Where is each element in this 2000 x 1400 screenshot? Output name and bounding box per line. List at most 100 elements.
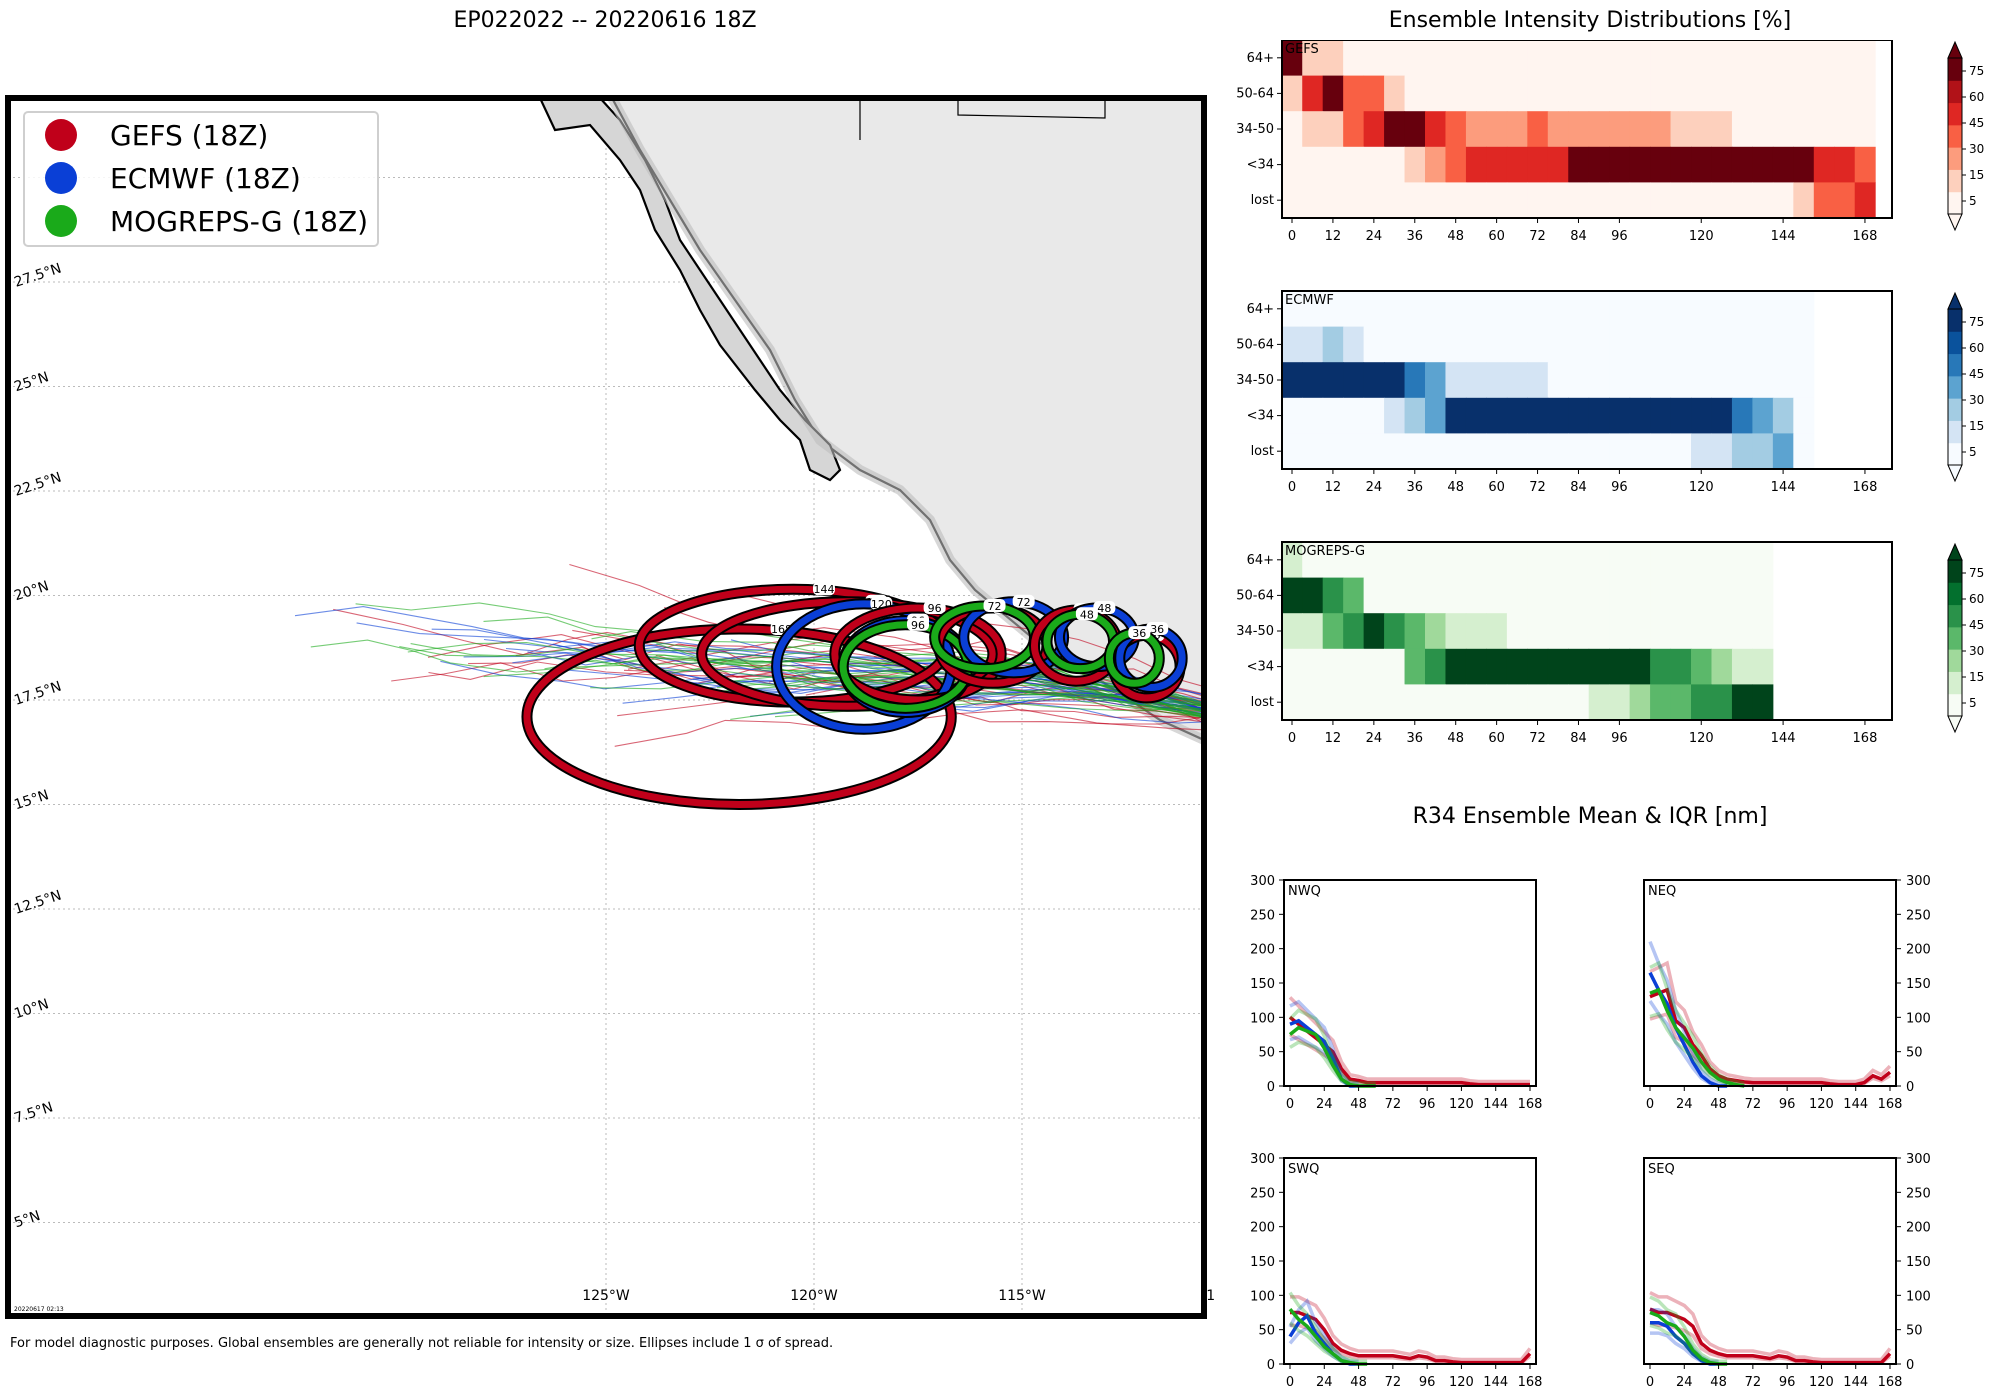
heat-row-label: 34-50 — [1236, 373, 1274, 388]
colorbar-frame — [1947, 559, 1963, 717]
colorbar-cap-bottom — [1947, 464, 1963, 483]
heat-cell — [1772, 397, 1794, 434]
heat-row-label: 34-50 — [1236, 624, 1274, 639]
heat-cell — [1506, 326, 1528, 363]
heat-cell — [1609, 146, 1631, 183]
r34-ytick-label: 0 — [1267, 1080, 1275, 1095]
heat-cell — [1793, 397, 1815, 434]
heat-cell — [1506, 684, 1528, 721]
intensity-title: Ensemble Intensity Distributions [%] — [1388, 8, 1792, 33]
heat-cell — [1588, 362, 1610, 399]
lat-label: 5°N — [12, 1208, 42, 1231]
heat-cell — [1445, 111, 1467, 148]
ensemble-track — [901, 695, 1204, 724]
heat-row-label: <34 — [1247, 660, 1274, 675]
ellipse-outline — [1211, 669, 1215, 715]
heat-cell — [1527, 75, 1549, 112]
lon-label: 110°W — [1206, 1288, 1215, 1304]
heat-cell — [1650, 542, 1672, 579]
heat-cell — [1506, 362, 1528, 399]
r34-panel-label: SWQ — [1288, 1162, 1319, 1177]
heat-cell — [1629, 542, 1651, 579]
heat-cell — [1834, 146, 1856, 183]
heat-cell — [1609, 75, 1631, 112]
track-map: 1681441201209696967272724848483636362424… — [5, 95, 1215, 1319]
heat-cell — [1302, 433, 1324, 470]
heat-cell — [1731, 542, 1753, 579]
heat-cell — [1384, 326, 1406, 363]
heat-cell — [1281, 684, 1303, 721]
heat-xtick-label: 12 — [1325, 480, 1342, 495]
heat-cell — [1711, 182, 1733, 219]
heat-cell — [1609, 433, 1631, 470]
heat-cell — [1404, 75, 1426, 112]
heat-cell — [1363, 577, 1385, 614]
heat-cell — [1670, 362, 1692, 399]
heat-cell — [1711, 433, 1733, 470]
heat-cell — [1302, 75, 1324, 112]
heat-cell — [1629, 613, 1651, 650]
heat-cell — [1793, 291, 1815, 328]
map-frame — [5, 95, 1207, 1319]
heat-cell — [1281, 291, 1303, 328]
heat-cell — [1425, 182, 1446, 219]
heat-cell — [1568, 577, 1590, 614]
colorbar-mogreps-g: 5 15 30 45 60 75 — [1947, 542, 1984, 734]
r34-ytick-label: 250 — [1250, 1186, 1275, 1201]
heat-cell — [1609, 182, 1631, 219]
heat-cell — [1691, 326, 1712, 363]
heat-cell — [1343, 397, 1365, 434]
r34-xtick-label: 48 — [1710, 1097, 1727, 1112]
heat-cell — [1588, 648, 1610, 685]
heat-cell — [1425, 40, 1446, 77]
heat-cell — [1813, 182, 1835, 219]
heat-cell — [1711, 648, 1733, 685]
r34-xtick-label: 144 — [1483, 1097, 1508, 1112]
heat-cell — [1527, 433, 1549, 470]
heat-cell — [1650, 75, 1672, 112]
heat-xtick-label: 12 — [1325, 229, 1342, 244]
ensemble-track — [399, 646, 1204, 719]
heatmap-ecmwf: ECMWF 64+ 50-64 34-50 <34 lost 0 12 24 36 48 60 72 84… — [1236, 290, 1984, 495]
heat-cell — [1691, 684, 1712, 721]
r34-xtick-label: 168 — [1878, 1375, 1903, 1390]
r34-ytick-label: 150 — [1906, 1255, 1931, 1270]
heat-cell — [1691, 146, 1712, 183]
heat-cell — [1629, 326, 1651, 363]
heat-cell — [1650, 684, 1672, 721]
r34-ytick-label: 0 — [1267, 1358, 1275, 1373]
heat-cell — [1527, 182, 1549, 219]
heat-row-label: lost — [1251, 444, 1274, 459]
heat-cell — [1363, 75, 1385, 112]
heat-cell — [1854, 40, 1876, 77]
colorbar-segment — [1948, 169, 1962, 193]
heat-panel-label: GEFS — [1285, 42, 1319, 57]
heat-cell — [1302, 684, 1324, 721]
r34-xtick-label: 0 — [1286, 1097, 1294, 1112]
heat-cell — [1527, 362, 1549, 399]
heat-cell — [1363, 542, 1385, 579]
ensemble-ellipses: 1681441201209696967272724848483636362424… — [521, 582, 1215, 810]
heat-cell — [1486, 684, 1508, 721]
heat-cell — [1609, 648, 1631, 685]
ellipse-label-bg — [1128, 626, 1151, 640]
heat-cell — [1834, 40, 1856, 77]
heat-cell — [1302, 397, 1324, 434]
r34-ytick-label: 250 — [1906, 908, 1931, 923]
legend-box — [23, 111, 379, 247]
heat-cell — [1752, 433, 1774, 470]
r34-xtick-label: 96 — [1419, 1097, 1436, 1112]
heat-cell — [1445, 75, 1467, 112]
heat-cell — [1711, 684, 1733, 721]
heat-cell — [1527, 648, 1549, 685]
heat-cell — [1650, 291, 1672, 328]
heat-cell — [1445, 40, 1467, 77]
heat-cell — [1363, 146, 1385, 183]
colorbar-segment — [1948, 124, 1962, 148]
heat-cell — [1650, 182, 1672, 219]
r34-panel-label: NWQ — [1288, 884, 1321, 899]
colorbar-tick-label: 75 — [1969, 64, 1984, 78]
heat-cell — [1506, 146, 1528, 183]
heat-cell — [1670, 111, 1692, 148]
heat-cell — [1506, 182, 1528, 219]
